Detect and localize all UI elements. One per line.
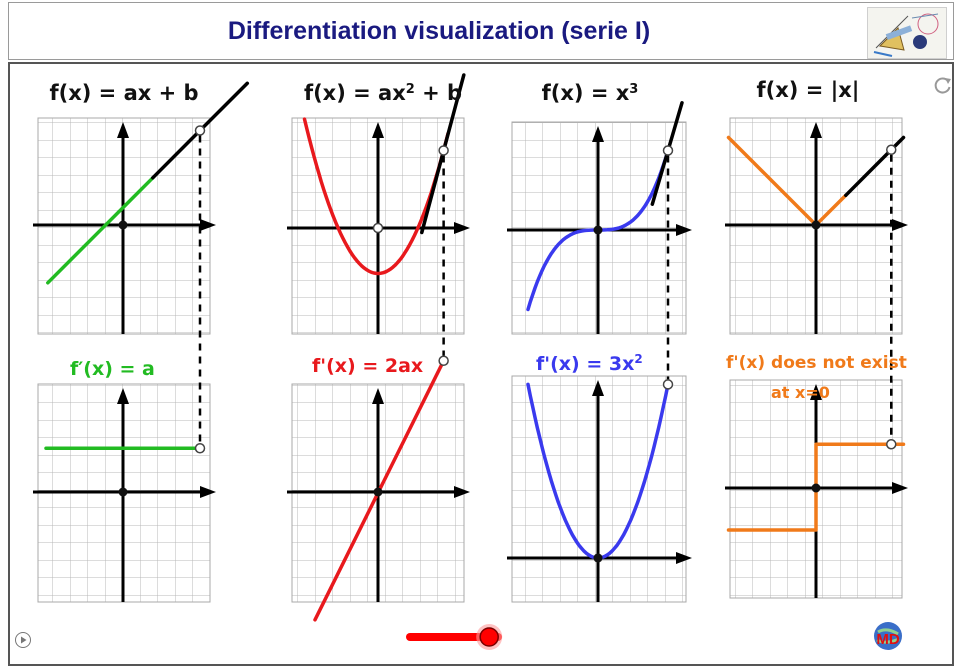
graph-f-3-x-arrow bbox=[676, 224, 692, 236]
svg-text:MD: MD bbox=[876, 631, 899, 648]
play-icon[interactable] bbox=[15, 632, 31, 648]
derivative-point-1 bbox=[194, 443, 206, 454]
derivative-label-4-line2: at x=0 bbox=[771, 383, 830, 402]
curve-parabola-red bbox=[302, 117, 450, 276]
graph-fprime-1-origin-point bbox=[118, 487, 128, 497]
graph-fprime-3-x-arrow bbox=[676, 552, 692, 564]
graph-f-4-x-arrow bbox=[892, 219, 908, 231]
derivative-label-2-part: = 2ax bbox=[362, 355, 423, 377]
graph-f-2-x-arrow bbox=[454, 222, 470, 234]
function-label-1-part: f(x) = ax + b bbox=[49, 81, 198, 105]
graph-fprime-4-origin-point bbox=[811, 483, 821, 493]
function-label-3-part: 3 bbox=[629, 82, 638, 97]
slider-handle[interactable] bbox=[479, 627, 499, 647]
refresh-icon[interactable] bbox=[932, 75, 954, 97]
vertex-point-2 bbox=[372, 222, 384, 234]
derivative-label-1-part: f′(x) bbox=[70, 358, 120, 380]
function-label-3: f(x) = x3 bbox=[542, 81, 639, 105]
graph-f-1-x-arrow bbox=[200, 219, 216, 231]
derivative-label-2: f'(x) = 2ax bbox=[312, 355, 423, 377]
graph-fprime-2-y-arrow bbox=[372, 388, 384, 404]
derivative-point-2 bbox=[438, 355, 449, 366]
graph-f-3-y-arrow bbox=[592, 126, 604, 142]
derivative-label-4-part: does not exist bbox=[771, 353, 907, 373]
derivative-vertex-3 bbox=[593, 553, 603, 563]
derivative-label-3-part: 2 bbox=[634, 352, 642, 366]
derivative-label-2-part: f'(x) bbox=[312, 355, 362, 377]
function-label-2-part: 2 bbox=[406, 82, 415, 97]
graph-fprime-3-y-arrow bbox=[592, 380, 604, 396]
graph-fprime-2-x-arrow bbox=[454, 486, 470, 498]
tangent-point-3 bbox=[662, 145, 674, 156]
function-label-3-part: f(x) = x bbox=[542, 81, 630, 105]
curve-linear-green bbox=[46, 176, 155, 285]
graph-f-1-y-arrow bbox=[117, 122, 129, 138]
derivative-point-4 bbox=[886, 439, 897, 450]
derivative-label-4: f'(x) does not exist bbox=[726, 353, 907, 373]
function-label-4: f(x) = |x| bbox=[757, 78, 860, 103]
page-title: Differentiation visualization (serie I) bbox=[227, 17, 651, 45]
graph-fprime-2-origin-point bbox=[373, 487, 383, 497]
derivative-label-4-part: f'(x) bbox=[726, 353, 771, 373]
derivative-label-1-part: = a bbox=[120, 358, 155, 380]
derivative-label-3-part: = 3x bbox=[586, 353, 634, 375]
graph-f-1-origin-point bbox=[118, 220, 128, 230]
md-globe-logo: MD bbox=[872, 620, 904, 652]
function-label-2-part: + b bbox=[415, 81, 462, 105]
graph-f-2-y-arrow bbox=[372, 122, 384, 138]
derivative-point-3 bbox=[662, 379, 674, 390]
derivative-label-3: f'(x) = 3x2 bbox=[536, 352, 643, 375]
function-label-2: f(x) = ax2 + b bbox=[304, 81, 462, 105]
graph-f-3-origin-point bbox=[593, 225, 603, 235]
derivative-label-1: f′(x) = a bbox=[70, 358, 155, 380]
derivative-label-3-part: f'(x) bbox=[536, 353, 586, 375]
function-label-1: f(x) = ax + b bbox=[49, 81, 198, 105]
tangent-point-1 bbox=[194, 125, 206, 136]
tangent-point-4 bbox=[886, 144, 897, 155]
tangent-point-2 bbox=[438, 145, 449, 156]
geometry-tools-logo bbox=[867, 7, 947, 59]
derivative-label-4-line2-part: at x=0 bbox=[771, 383, 830, 402]
function-label-4-part: f(x) = |x| bbox=[757, 78, 860, 103]
graph-f-4-y-arrow bbox=[810, 122, 822, 138]
graph-fprime-1-y-arrow bbox=[117, 388, 129, 404]
graph-fprime-1-x-arrow bbox=[200, 486, 216, 498]
header-bar: Differentiation visualization (serie I) bbox=[8, 2, 954, 60]
graph-fprime-4-x-arrow bbox=[892, 482, 908, 494]
graph-fprime-4-y-arrow bbox=[810, 384, 822, 400]
function-label-2-part: f(x) = ax bbox=[304, 81, 406, 105]
graph-f-4-origin-point bbox=[811, 220, 821, 230]
